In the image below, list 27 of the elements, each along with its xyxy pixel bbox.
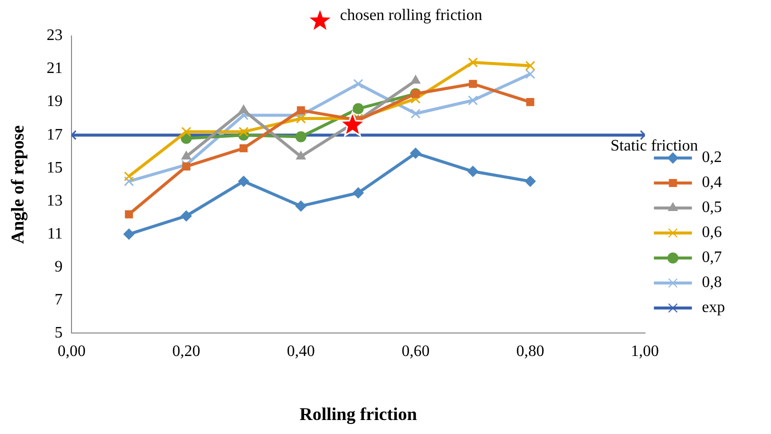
annotation: Static friction <box>610 137 698 154</box>
x-tick-label: 0,80 <box>516 343 544 360</box>
y-tick-label: 23 <box>46 27 63 44</box>
y-tick-label: 11 <box>47 225 63 242</box>
x-axis-title: Rolling friction <box>300 404 417 424</box>
legend-label: 0,7 <box>702 249 722 266</box>
y-tick-label: 5 <box>54 324 63 342</box>
y-tick-label: 9 <box>54 258 63 276</box>
legend-label: 0,5 <box>702 199 722 216</box>
legend-label: 0,6 <box>702 224 722 242</box>
legend-label: 0,4 <box>702 174 722 192</box>
legend-label: 0,8 <box>702 274 722 292</box>
y-tick-label: 13 <box>46 192 63 210</box>
y-tick-label: 17 <box>46 126 63 144</box>
legend-label: chosen rolling friction <box>340 7 482 24</box>
y-tick-label: 15 <box>46 159 63 176</box>
y-tick-label: 21 <box>46 60 63 78</box>
x-tick-label: 1,00 <box>630 343 659 360</box>
y-tick-label: 7 <box>54 291 63 308</box>
legend-label: 0,2 <box>702 149 722 166</box>
x-tick-label: 0,40 <box>286 343 315 360</box>
y-tick-label: 19 <box>46 93 63 110</box>
x-tick-label: 0,00 <box>58 343 86 360</box>
legend-label: exp <box>702 299 726 316</box>
x-tick-label: 0,60 <box>402 343 430 360</box>
x-tick-label: 0,20 <box>172 343 200 360</box>
y-axis-title: Angle of repose <box>7 125 28 244</box>
